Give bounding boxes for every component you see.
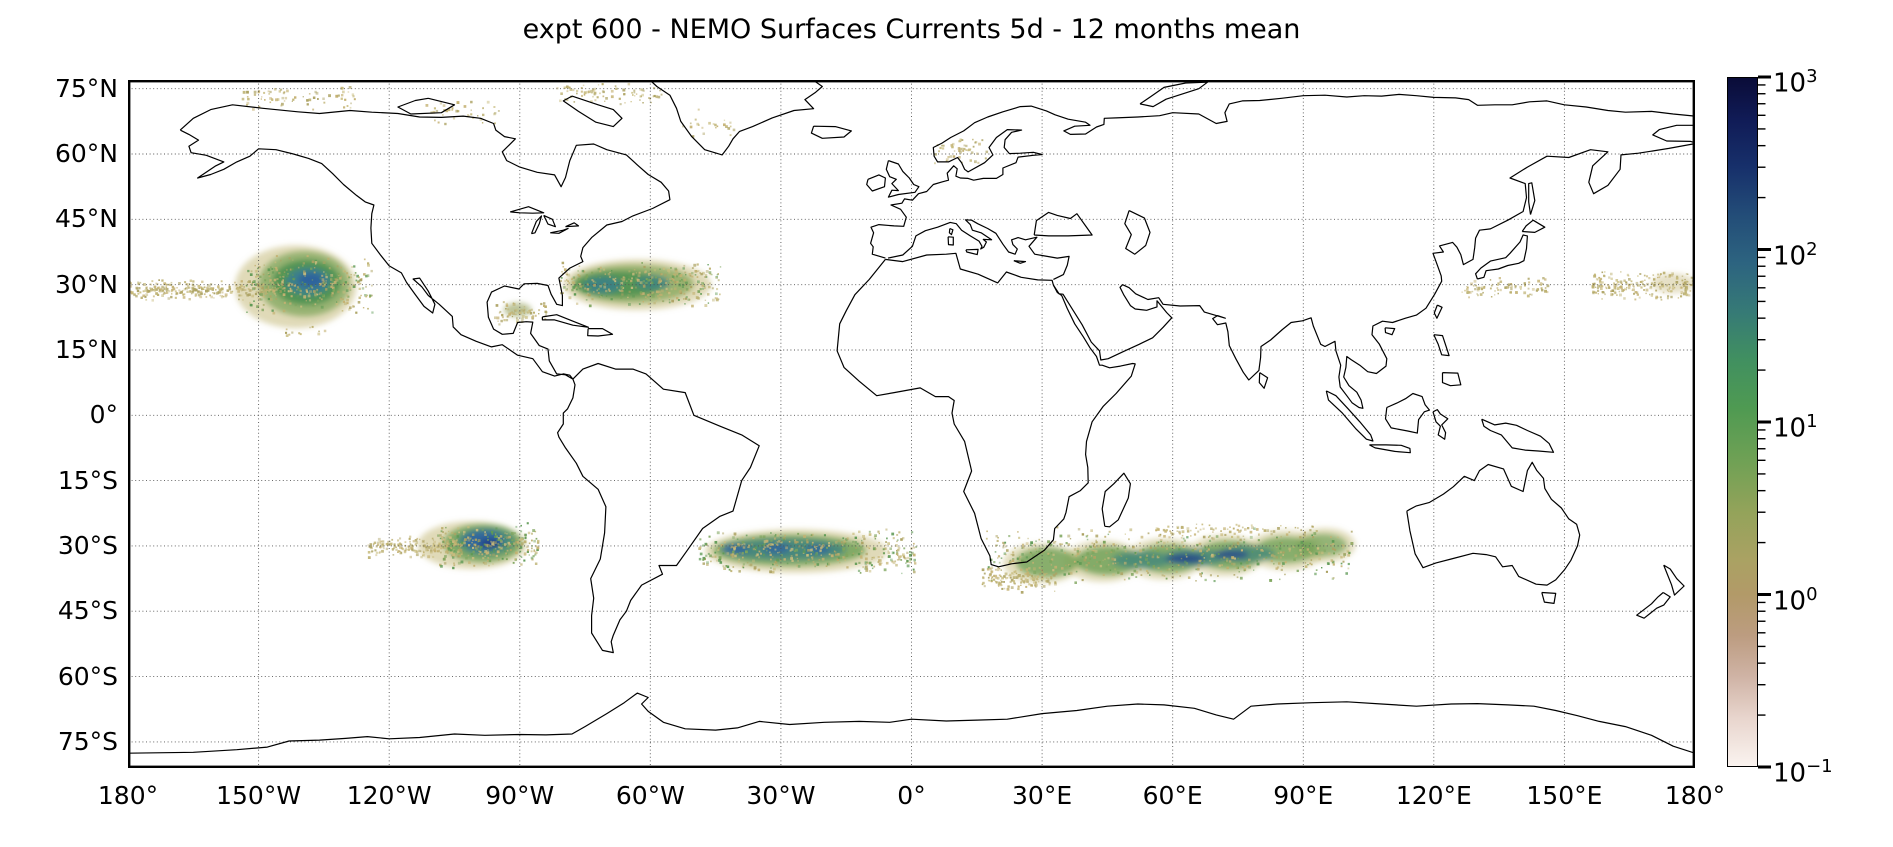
colorbar-tick-label: 101 [1773,411,1818,444]
x-axis-tick-label: 30°W [746,781,816,810]
x-axis-tick-label: 180° [1664,781,1726,810]
colorbar-tick-label: 103 [1773,66,1818,99]
x-axis-tick-label: 150°E [1526,781,1603,810]
colorbar-tick-label: 10−1 [1773,756,1833,789]
x-axis-tick-label: 120°W [346,781,432,810]
x-axis-tick-label: 90°E [1273,781,1334,810]
x-axis-tick-label: 180° [97,781,159,810]
x-axis-tick-label: 90°W [485,781,555,810]
x-axis-tick-label: 30°E [1012,781,1073,810]
plot-title: expt 600 - NEMO Surfaces Currents 5d - 1… [522,14,1301,45]
y-axis-tick-label: 15°N [54,334,118,364]
x-axis-tick-label: 60°E [1142,781,1203,810]
world-map-plot [128,80,1695,768]
y-axis-tick-label: 75°S [57,726,118,756]
graticule [128,80,1695,768]
y-axis-tick-label: 0° [89,400,118,430]
y-axis-tick-label: 45°N [54,204,118,234]
y-axis-tick-label: 30°N [54,269,118,299]
map-frame [128,80,1695,768]
y-axis-tick-label: 60°S [57,661,118,691]
y-axis-tick-label: 15°S [57,465,118,495]
y-axis-tick-label: 75°N [54,73,118,103]
density-speckles [128,82,1695,594]
colorbar-gradient [1727,77,1758,767]
x-axis-tick-label: 120°E [1395,781,1472,810]
colorbar-tick-label: 102 [1773,238,1818,272]
y-axis-tick-label: 60°N [54,139,118,169]
y-axis-tick-label: 30°S [57,530,118,560]
x-axis-tick-label: 0° [897,781,926,810]
x-axis-tick-label: 150°W [216,781,302,810]
density-blobs [234,245,1695,584]
colorbar-ticks [1758,75,1771,769]
x-axis-tick-label: 60°W [615,781,685,810]
coastlines [128,80,1695,754]
colorbar-tick-label: 100 [1773,583,1818,617]
y-axis-tick-label: 45°S [57,596,118,626]
